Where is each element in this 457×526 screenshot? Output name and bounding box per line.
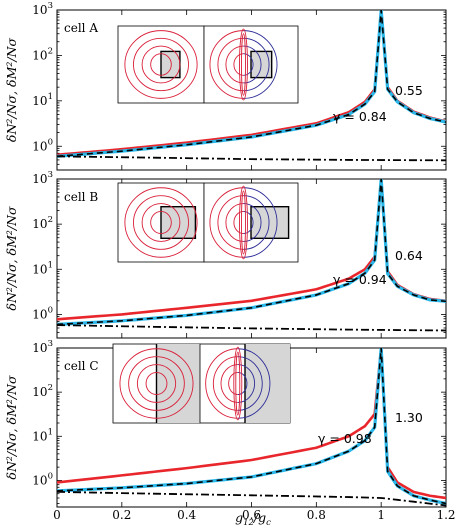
inset-2-left-red-contour bbox=[128, 356, 185, 411]
inset-0-right-blue-contour bbox=[243, 37, 270, 92]
curves bbox=[57, 179, 446, 332]
x-tick-labels: 0 0.2 0.4 0.6 0.8 1 1.2 bbox=[53, 508, 455, 522]
black-dashed-curve bbox=[57, 348, 446, 505]
panel-cell-a: 100 101 102 103 cell A γ = 0.84 0.55 bbox=[32, 1, 447, 171]
inset-1-right-red-contour bbox=[225, 203, 244, 242]
inset-1-left-red-contour bbox=[133, 195, 189, 250]
y-tick-label: 101 bbox=[32, 260, 53, 276]
inset-1-right-red-contour bbox=[209, 187, 244, 258]
inset bbox=[112, 343, 291, 424]
cell-label: cell B bbox=[64, 190, 98, 204]
y-axis-label: δN²/Nσ, δM²/Nσ bbox=[4, 37, 19, 142]
x-tick-label: 0 bbox=[53, 508, 61, 522]
inset-0-right-red-contour bbox=[225, 45, 244, 84]
inset-2-right-red-contour bbox=[205, 348, 238, 419]
inset-0-left-red-contour bbox=[133, 37, 189, 92]
inset-0-right-blue-contour bbox=[243, 53, 254, 76]
inset-1-right-blue-contour bbox=[243, 187, 278, 258]
y-tick-label: 102 bbox=[32, 46, 53, 62]
y-tick-label: 103 bbox=[32, 339, 53, 355]
inset-0-right-blue-contour bbox=[243, 45, 262, 84]
inset-1-left-red-contour bbox=[124, 187, 198, 258]
x-tick-label: 0.8 bbox=[307, 508, 326, 522]
end-value-label: 0.55 bbox=[395, 83, 423, 98]
cell-label: cell C bbox=[64, 359, 99, 373]
gamma-label: γ = 0.98 bbox=[318, 431, 372, 446]
x-axis-label: g12/gc bbox=[235, 510, 271, 526]
inset-2-right-shaded-cell bbox=[245, 344, 290, 423]
inset-2-left-red-contour bbox=[119, 348, 194, 419]
black-dashed-curve bbox=[57, 10, 446, 158]
inset-1-right-blue-contour bbox=[243, 203, 262, 242]
inset-0-right-red-contour bbox=[217, 37, 244, 92]
inset-2-right-blue-contour bbox=[237, 371, 248, 396]
inset-2-right-blue-contour bbox=[237, 356, 263, 411]
inset-0-right-wall-contour bbox=[241, 33, 246, 96]
end-value-label: 0.64 bbox=[395, 248, 423, 263]
inset-2-right-blue-contour bbox=[237, 348, 271, 419]
inset-2-right-red-contour bbox=[212, 356, 238, 411]
inset-2-right-wall-contour bbox=[235, 351, 241, 416]
inset-0-right-red-contour bbox=[233, 53, 244, 76]
inset-1-left-red-contour bbox=[141, 203, 181, 242]
inset-2-right-red-contour bbox=[228, 371, 238, 396]
x-tick-label: 0.2 bbox=[112, 508, 131, 522]
inset bbox=[117, 182, 299, 263]
inset-2-right-blue-contour bbox=[237, 364, 256, 403]
end-value-label: 1.30 bbox=[395, 410, 423, 425]
black-dashdot-curve bbox=[57, 324, 446, 332]
panel-cell-c: 100 101 102 103 cell C γ = 0.98 1.30 bbox=[32, 339, 447, 508]
y-tick-label: 101 bbox=[32, 427, 53, 443]
inset-1-right-red-contour bbox=[217, 195, 244, 250]
inset-1-left-shaded-cell bbox=[160, 205, 197, 239]
black-dashdot-curve bbox=[57, 155, 446, 162]
y-tick-label: 101 bbox=[32, 92, 53, 108]
inset-2-right-red-contour bbox=[220, 364, 238, 403]
curves bbox=[57, 10, 446, 162]
inset-0-right-blue-contour bbox=[243, 30, 278, 99]
inset-1-right-shaded-cell bbox=[250, 205, 290, 239]
x-tick-label: 0.4 bbox=[177, 508, 196, 522]
y-tick-label: 103 bbox=[32, 1, 53, 17]
curves bbox=[57, 348, 446, 507]
y-tick-label: 100 bbox=[32, 137, 53, 153]
y-axis-label: δN²/Nσ, δM²/Nσ bbox=[4, 375, 19, 480]
gamma-label: γ = 0.84 bbox=[333, 109, 387, 124]
y-tick-label: 102 bbox=[32, 215, 53, 231]
y-axis-label: δN²/Nσ, δM²/Nσ bbox=[4, 206, 19, 311]
inset-2-left-red-contour bbox=[145, 371, 168, 396]
inset-2-left-red-contour bbox=[136, 364, 177, 403]
inset-0-right-wall-contour bbox=[239, 28, 248, 101]
black-dashed-curve bbox=[57, 179, 446, 326]
inset-1-right-wall-contour bbox=[239, 185, 248, 260]
x-tick-label: 1.2 bbox=[436, 508, 455, 522]
gamma-label: γ = 0.94 bbox=[333, 272, 387, 287]
x-tick-label: 1 bbox=[377, 508, 385, 522]
inset-1-right-blue-contour bbox=[243, 195, 270, 250]
y-tick-label: 100 bbox=[32, 305, 53, 321]
inset-1-right-wall-contour bbox=[241, 190, 246, 255]
panel-cell-b: 100 101 102 103 cell B γ = 0.94 0.64 bbox=[32, 170, 447, 339]
inset bbox=[117, 25, 299, 104]
cell-label: cell A bbox=[64, 21, 98, 35]
inset-1-right-red-contour bbox=[233, 210, 244, 235]
x-tick-label: 0.6 bbox=[242, 508, 261, 522]
inset-0-left-red-contour bbox=[141, 45, 181, 84]
inset-0-right-red-contour bbox=[209, 30, 244, 99]
inset-0-left-red-contour bbox=[150, 53, 172, 76]
y-axis-labels: δN²/Nσ, δM²/Nσ δN²/Nσ, δM²/Nσ δN²/Nσ, δM²/… bbox=[4, 37, 19, 479]
inset-0-left-red-contour bbox=[124, 30, 198, 99]
inset-2-right-wall-contour bbox=[233, 346, 243, 421]
y-tick-label: 100 bbox=[32, 471, 53, 487]
black-dashdot-curve bbox=[57, 490, 446, 507]
inset-1-right-blue-contour bbox=[243, 210, 254, 235]
red-curve bbox=[57, 348, 446, 500]
y-tick-label: 103 bbox=[32, 170, 53, 186]
y-tick-label: 102 bbox=[32, 383, 53, 399]
inset-1-left-red-contour bbox=[150, 210, 172, 235]
